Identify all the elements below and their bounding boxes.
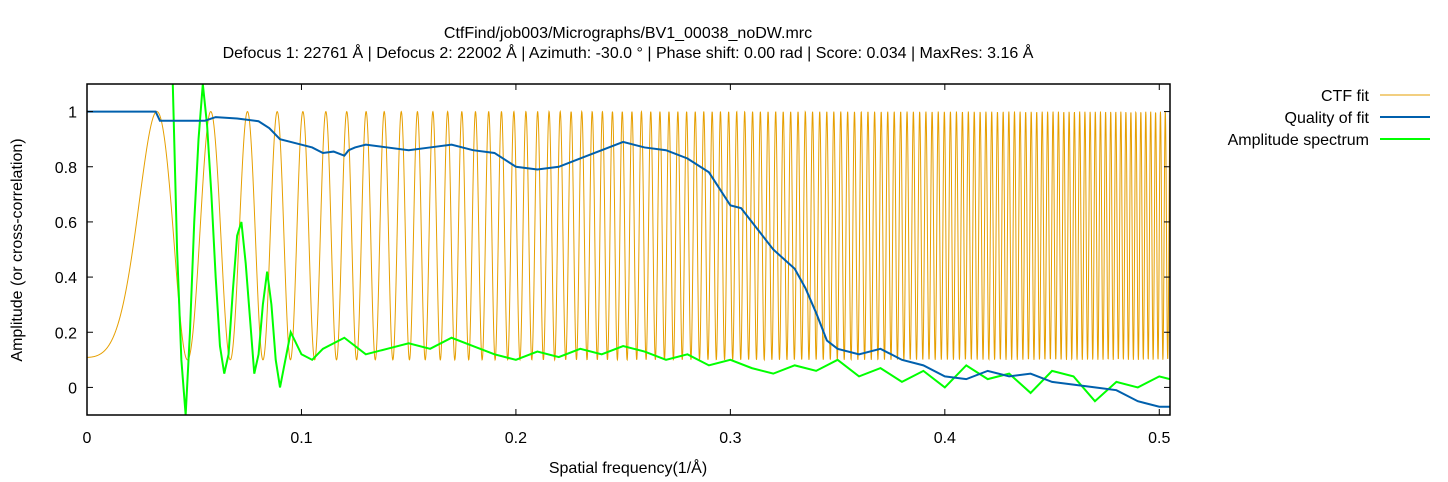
legend-label: Quality of fit (1285, 110, 1370, 127)
y-tick-label: 0.6 (55, 215, 77, 232)
chart-title: CtfFind/job003/Micrographs/BV1_00038_noD… (444, 25, 812, 42)
x-tick-label: 0.1 (290, 430, 312, 447)
legend-label: CTF fit (1321, 88, 1370, 105)
ticks-layer: 0 0.1 0.2 0.3 0.4 0.5 0 0.2 0.4 0.6 0.8 1 (55, 84, 1170, 447)
y-axis-label: Amplitude (or cross-correlation) (9, 138, 26, 361)
y-tick-label: 0 (68, 380, 77, 397)
y-tick-label: 0.8 (55, 160, 77, 177)
y-tick-label: 0.2 (55, 325, 77, 342)
y-tick-label: 1 (68, 105, 77, 122)
series-line-quality-of-fit (87, 110, 1170, 408)
x-tick-label: 0 (83, 430, 92, 447)
x-tick-label: 0.2 (505, 430, 527, 447)
series-line-amplitude-spectrum (171, 84, 1170, 415)
x-axis-label: Spatial frequency(1/Å) (549, 458, 707, 477)
series-line-ctf-fit (87, 109, 1170, 362)
x-tick-label: 0.3 (719, 430, 741, 447)
legend-label: Amplitude spectrum (1228, 132, 1369, 149)
chart-subtitle: Defocus 1: 22761 Å | Defocus 2: 22002 Å … (223, 43, 1034, 62)
y-tick-label: 0.4 (55, 270, 77, 287)
series-layer (87, 84, 1170, 415)
plot-frame (86, 83, 1171, 416)
x-tick-label: 0.5 (1148, 430, 1170, 447)
x-tick-label: 0.4 (934, 430, 956, 447)
legend: CTF fit Quality of fit Amplitude spectrum (1228, 88, 1430, 149)
